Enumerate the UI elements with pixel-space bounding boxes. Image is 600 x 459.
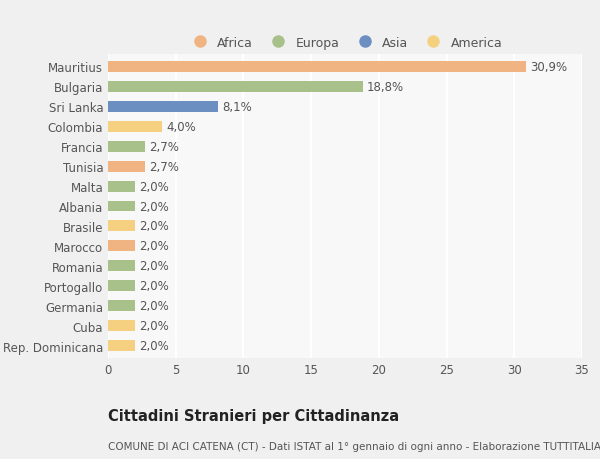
Bar xyxy=(108,321,135,331)
Text: Cittadini Stranieri per Cittadinanza: Cittadini Stranieri per Cittadinanza xyxy=(108,409,399,424)
Bar xyxy=(108,62,526,73)
Bar xyxy=(108,241,135,252)
Bar xyxy=(108,82,362,92)
Bar xyxy=(108,101,218,112)
Text: 2,7%: 2,7% xyxy=(149,160,179,173)
Bar xyxy=(108,301,135,312)
Text: 18,8%: 18,8% xyxy=(367,80,404,94)
Legend: Africa, Europa, Asia, America: Africa, Europa, Asia, America xyxy=(185,34,505,52)
Bar xyxy=(108,141,145,152)
Text: 4,0%: 4,0% xyxy=(166,120,196,133)
Text: 2,0%: 2,0% xyxy=(139,280,169,293)
Text: 2,0%: 2,0% xyxy=(139,180,169,193)
Text: 2,0%: 2,0% xyxy=(139,340,169,353)
Text: 2,0%: 2,0% xyxy=(139,240,169,253)
Bar xyxy=(108,181,135,192)
Text: 30,9%: 30,9% xyxy=(530,61,568,73)
Bar xyxy=(108,261,135,272)
Text: COMUNE DI ACI CATENA (CT) - Dati ISTAT al 1° gennaio di ogni anno - Elaborazione: COMUNE DI ACI CATENA (CT) - Dati ISTAT a… xyxy=(108,441,600,451)
Bar xyxy=(108,201,135,212)
Bar xyxy=(108,221,135,232)
Bar xyxy=(108,281,135,292)
Text: 2,0%: 2,0% xyxy=(139,200,169,213)
Text: 2,7%: 2,7% xyxy=(149,140,179,153)
Text: 2,0%: 2,0% xyxy=(139,220,169,233)
Text: 2,0%: 2,0% xyxy=(139,319,169,333)
Text: 2,0%: 2,0% xyxy=(139,260,169,273)
Bar xyxy=(108,161,145,172)
Text: 8,1%: 8,1% xyxy=(222,101,251,113)
Text: 2,0%: 2,0% xyxy=(139,300,169,313)
Bar xyxy=(108,121,162,132)
Bar xyxy=(108,341,135,352)
